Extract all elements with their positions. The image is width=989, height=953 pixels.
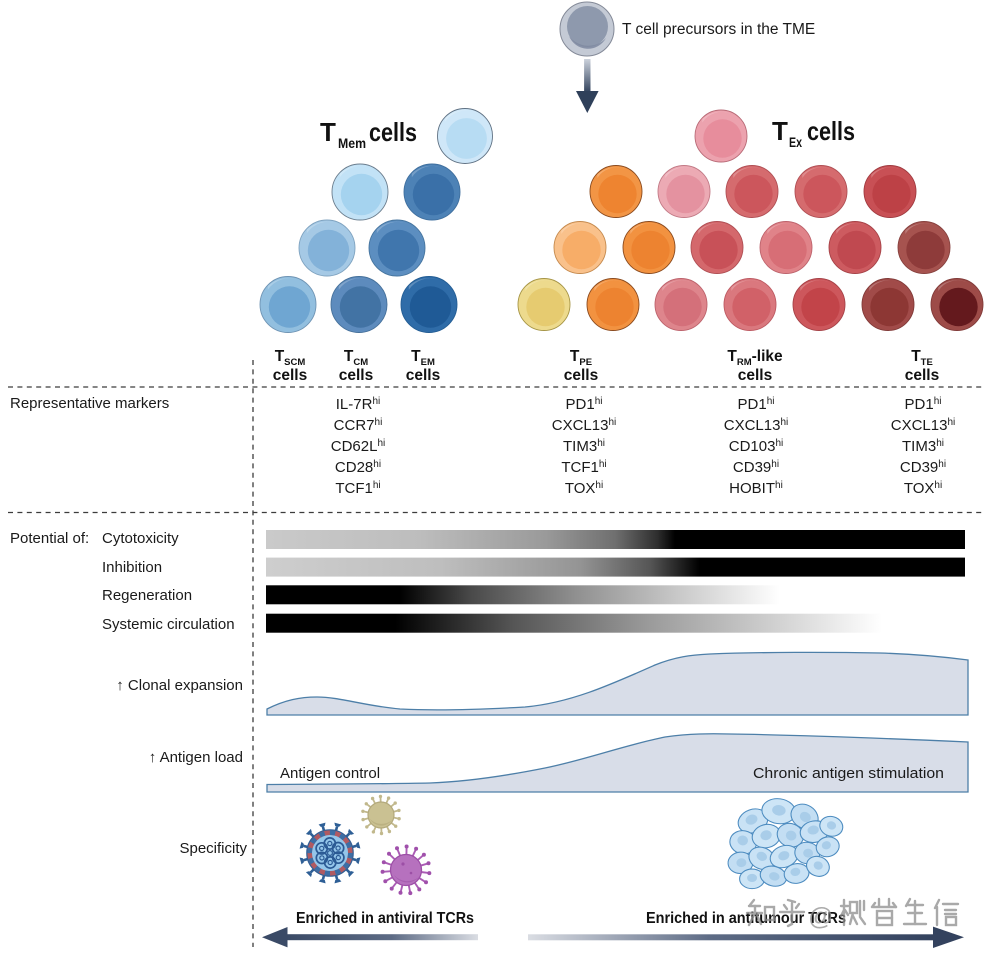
- svg-text:Specificity: Specificity: [179, 840, 247, 857]
- svg-text:CXCL13hi: CXCL13hi: [891, 417, 956, 434]
- svg-text:CD39hi: CD39hi: [733, 459, 779, 476]
- svg-text:PD1hi: PD1hi: [566, 396, 603, 413]
- svg-text:T: T: [320, 117, 336, 147]
- svg-text:↑ Antigen load: ↑ Antigen load: [149, 749, 243, 766]
- svg-text:T: T: [772, 116, 788, 146]
- svg-text:Enriched in antiviral TCRs: Enriched in antiviral TCRs: [296, 910, 474, 927]
- svg-text:HOBIThi: HOBIThi: [729, 480, 783, 497]
- svg-text:IL-7Rhi: IL-7Rhi: [336, 396, 380, 413]
- svg-text:Systemic circulation: Systemic circulation: [102, 616, 235, 633]
- svg-text:Potential of:: Potential of:: [10, 530, 89, 547]
- svg-text:cells: cells: [369, 117, 417, 147]
- svg-text:CD62Lhi: CD62Lhi: [331, 438, 386, 455]
- svg-text:Chronic antigen stimulation: Chronic antigen stimulation: [753, 765, 944, 782]
- svg-text:cells: cells: [738, 367, 772, 384]
- svg-text:Mem: Mem: [338, 136, 366, 151]
- svg-text:cells: cells: [807, 116, 855, 146]
- svg-text:↑ Clonal expansion: ↑ Clonal expansion: [116, 677, 243, 694]
- svg-text:cells: cells: [273, 367, 307, 384]
- svg-text:TIM3hi: TIM3hi: [902, 438, 944, 455]
- svg-text:cells: cells: [564, 367, 598, 384]
- svg-text:cells: cells: [339, 367, 373, 384]
- svg-text:CD103hi: CD103hi: [729, 438, 784, 455]
- svg-text:Cytotoxicity: Cytotoxicity: [102, 530, 179, 547]
- svg-text:Regeneration: Regeneration: [102, 587, 192, 604]
- svg-text:Enriched in antitumour TCRs: Enriched in antitumour TCRs: [646, 910, 846, 927]
- svg-text:CXCL13hi: CXCL13hi: [724, 417, 789, 434]
- svg-text:PD1hi: PD1hi: [738, 396, 775, 413]
- svg-text:TOXhi: TOXhi: [904, 480, 942, 497]
- svg-text:TCF1hi: TCF1hi: [561, 459, 606, 476]
- svg-text:TCF1hi: TCF1hi: [335, 480, 380, 497]
- svg-text:cells: cells: [905, 367, 939, 384]
- svg-text:Antigen control: Antigen control: [280, 765, 380, 782]
- svg-text:Representative markers: Representative markers: [10, 395, 169, 412]
- svg-text:TOXhi: TOXhi: [565, 480, 603, 497]
- svg-text:T cell precursors in the TME: T cell precursors in the TME: [622, 21, 815, 38]
- svg-text:cells: cells: [406, 367, 440, 384]
- svg-text:Inhibition: Inhibition: [102, 559, 162, 576]
- svg-text:@: @: [808, 903, 833, 931]
- svg-text:CD39hi: CD39hi: [900, 459, 946, 476]
- svg-text:PD1hi: PD1hi: [905, 396, 942, 413]
- svg-text:CXCL13hi: CXCL13hi: [552, 417, 617, 434]
- svg-text:Ex: Ex: [789, 135, 802, 150]
- svg-text:CCR7hi: CCR7hi: [334, 417, 383, 434]
- svg-text:TIM3hi: TIM3hi: [563, 438, 605, 455]
- svg-text:CD28hi: CD28hi: [335, 459, 381, 476]
